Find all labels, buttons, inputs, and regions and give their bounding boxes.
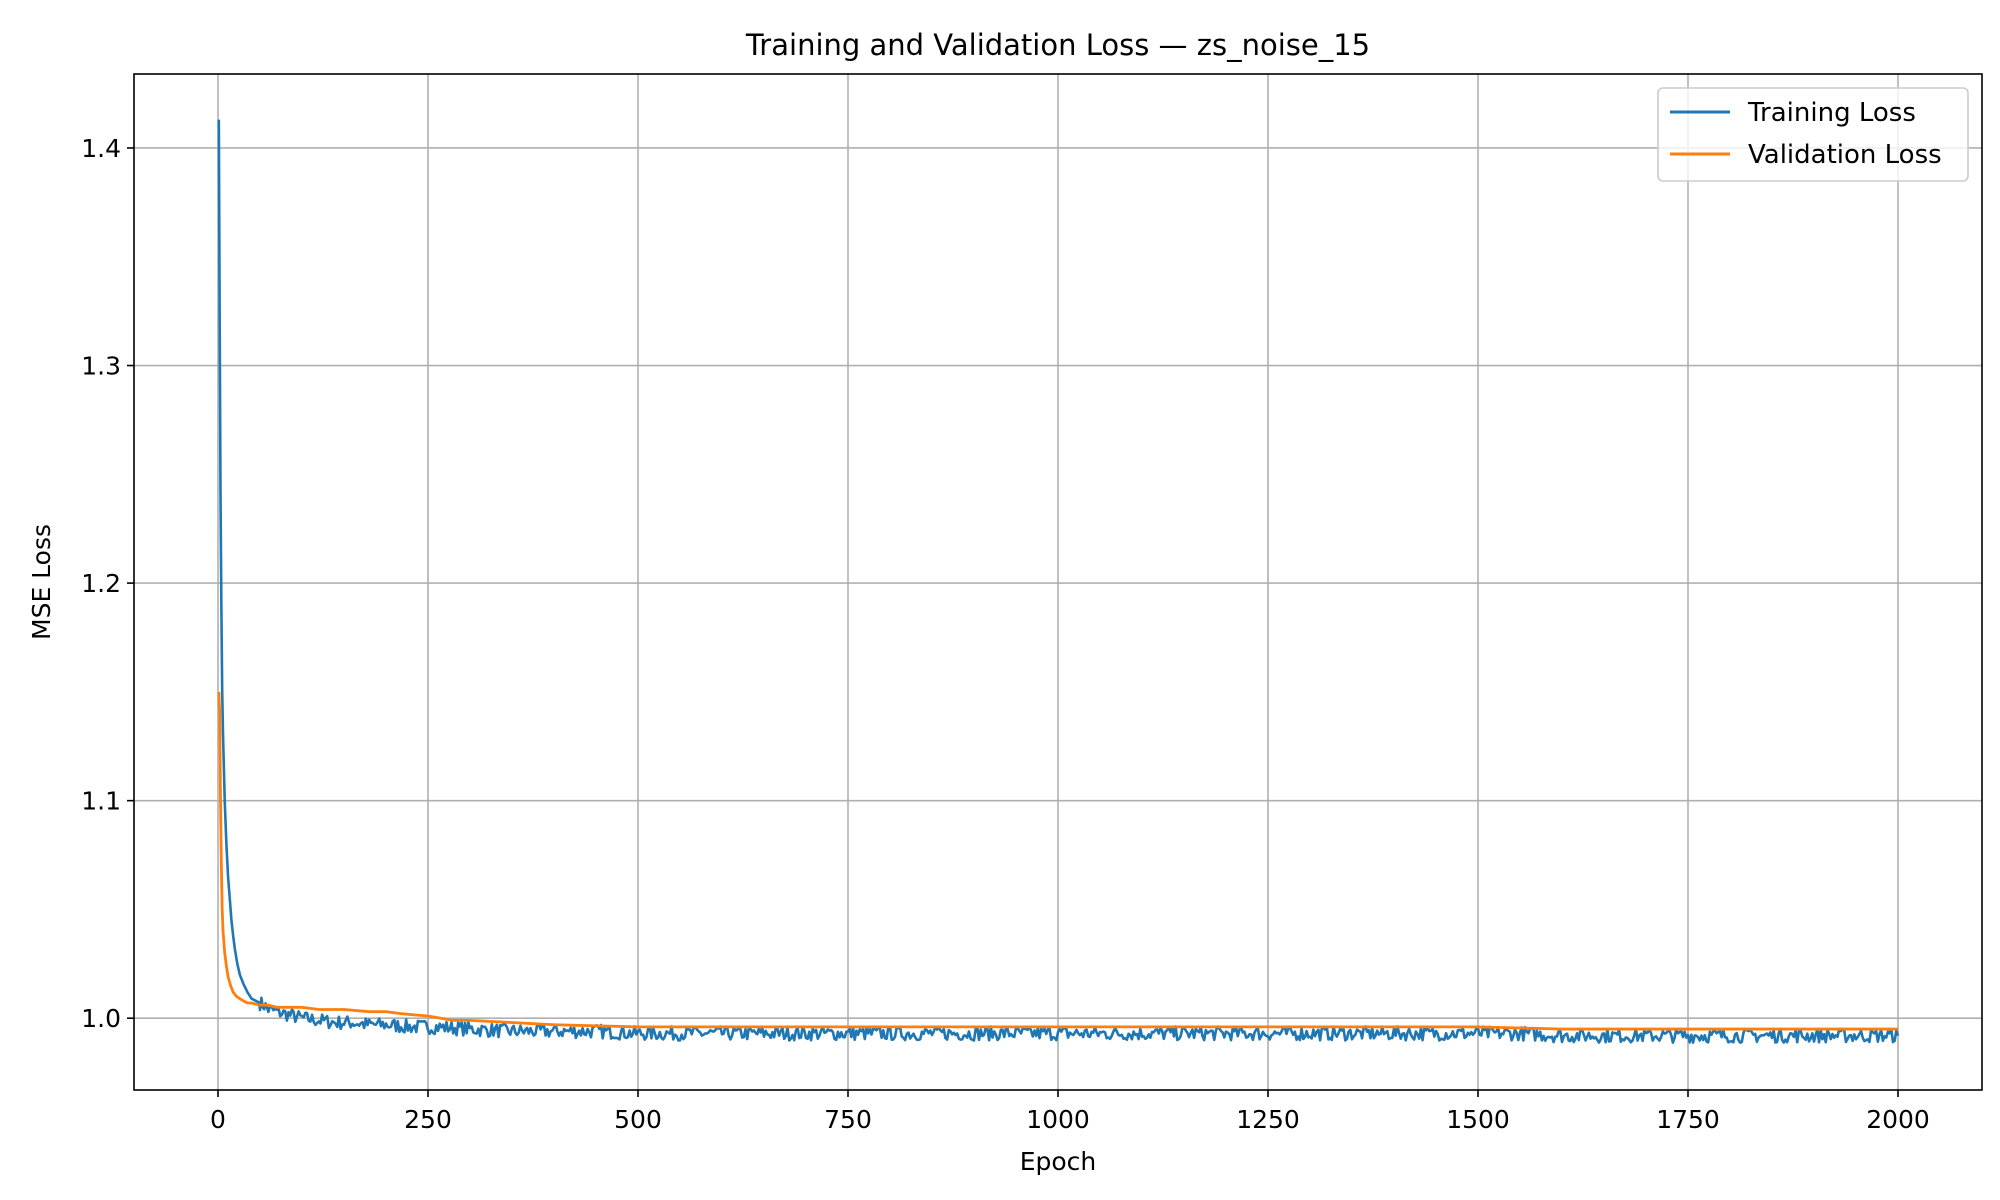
chart-title: Training and Validation Loss — zs_noise_… [745, 28, 1370, 62]
legend-label-validation: Validation Loss [1748, 140, 1942, 170]
legend: Training Loss Validation Loss [1657, 87, 1969, 182]
x-tick-label: 500 [614, 1105, 662, 1134]
y-tick-label: 1.4 [81, 134, 121, 163]
legend-label-training: Training Loss [1747, 98, 1916, 128]
x-tick-label: 1750 [1656, 1105, 1720, 1134]
x-tick-label: 2000 [1866, 1105, 1930, 1134]
grid-lines [134, 74, 1982, 1090]
x-tick-label: 1500 [1446, 1105, 1510, 1134]
plot-frame [133, 73, 1983, 1091]
y-tick-label: 1.2 [81, 569, 121, 598]
y-axis-label: MSE Loss [27, 524, 56, 640]
series-lines [217, 119, 1900, 1044]
validation-loss-line [217, 691, 1899, 1031]
x-tick-label: 1250 [1236, 1105, 1300, 1134]
legend-box [1657, 87, 1969, 182]
x-tick-label: 1000 [1026, 1105, 1090, 1134]
training-loss-line [217, 119, 1900, 1044]
axis-ticks: 0 250 500 750 1000 1250 1500 1750 2000 1.0 1.1 1.2 1… [81, 134, 1930, 1134]
x-tick-label: 0 [210, 1105, 226, 1134]
x-tick-label: 750 [824, 1105, 872, 1134]
y-tick-label: 1.1 [81, 787, 121, 816]
x-axis-label: Epoch [1020, 1147, 1097, 1176]
y-tick-label: 1.3 [81, 352, 121, 381]
y-tick-label: 1.0 [81, 1004, 121, 1033]
x-tick-label: 250 [404, 1105, 452, 1134]
